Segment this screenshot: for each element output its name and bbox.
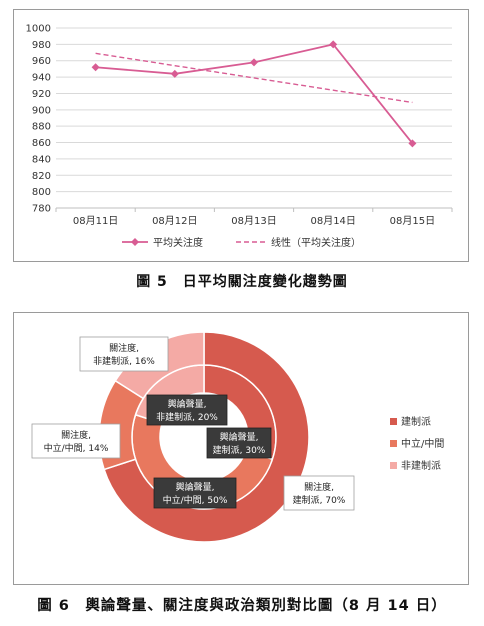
legend-swatch xyxy=(390,418,397,425)
outer-callout-box xyxy=(79,336,169,372)
data-point-marker xyxy=(170,69,179,78)
legend-label: 非建制派 xyxy=(401,459,441,472)
figure-6-caption: 圖 6 輿論聲量、關注度與政治類別對比圖（8 月 14 日） xyxy=(37,598,447,614)
line-chart: 780 800 820 840 860 880 900 920 940 960 980 1000 08月… xyxy=(26,24,453,249)
x-tick-label: 08月14日 xyxy=(310,215,355,227)
legend-swatch xyxy=(390,440,397,447)
donut-chart-panel: 輿論聲量, 建制派, 30% 輿論聲量, 中立/中間, 50% 輿論聲量, 非建制派, 2… xyxy=(13,312,469,585)
data-label-line2: 中立/中間, 50% xyxy=(163,494,228,506)
legend-marker-average-attention xyxy=(131,238,139,246)
y-tick-label: 940 xyxy=(32,73,51,84)
y-tick-label: 860 xyxy=(32,138,51,149)
x-tick-label: 08月13日 xyxy=(231,215,276,227)
outer-callout-box xyxy=(283,475,355,511)
data-label-line2: 建制派, 30% xyxy=(213,444,266,456)
y-tick-label: 880 xyxy=(32,122,51,133)
y-tick-label: 900 xyxy=(32,105,51,116)
donut-chart: 輿論聲量,建制派, 30%輿論聲量,中立/中間, 50%輿論聲量,非建制派, 2… xyxy=(31,331,444,543)
data-point-marker xyxy=(250,58,258,67)
legend-label: 建制派 xyxy=(401,415,431,428)
y-tick-label: 840 xyxy=(32,154,51,165)
data-label-line1: 關注度, xyxy=(109,342,139,354)
data-label-line2: 建制派, 70% xyxy=(293,494,346,506)
outer-callout-box xyxy=(31,423,121,459)
data-label-line2: 中立/中間, 14% xyxy=(44,442,109,454)
y-tick-label: 1000 xyxy=(26,24,51,35)
y-tick-label: 920 xyxy=(32,89,51,100)
y-tick-label: 800 xyxy=(32,187,51,198)
inner-callout-box xyxy=(206,427,272,459)
data-label-line1: 關注度, xyxy=(304,481,334,493)
data-label-line1: 輿論聲量, xyxy=(168,398,207,410)
legend-swatch xyxy=(390,462,397,469)
series-line-trend xyxy=(95,52,413,104)
legend-label: 中立/中間 xyxy=(401,437,444,450)
y-tick-label: 780 xyxy=(32,204,51,215)
x-tick-label: 08月12日 xyxy=(152,215,197,227)
outer-ring-slice-0 xyxy=(103,331,310,543)
data-label-line2: 非建制派, 20% xyxy=(156,411,218,423)
data-label-line2: 非建制派, 16% xyxy=(93,355,155,367)
legend-label-average-attention: 平均关注度 xyxy=(153,236,203,249)
inner-callout-box xyxy=(153,477,237,509)
data-point-marker xyxy=(408,139,417,148)
y-tick-label: 960 xyxy=(32,56,51,67)
data-label-line1: 輿論聲量, xyxy=(176,481,215,493)
legend-label-trend: 线性（平均关注度） xyxy=(271,236,361,249)
y-tick-label: 980 xyxy=(32,40,51,51)
y-tick-label: 820 xyxy=(32,171,51,182)
line-chart-panel: 780 800 820 840 860 880 900 920 940 960 980 1000 08月… xyxy=(13,9,469,262)
x-tick-label: 08月15日 xyxy=(390,215,435,227)
data-point-marker xyxy=(91,63,100,72)
inner-callout-box xyxy=(146,394,228,426)
x-tick-label: 08月11日 xyxy=(73,215,118,227)
data-label-line1: 關注度, xyxy=(61,429,91,441)
data-label-line1: 輿論聲量, xyxy=(220,431,259,443)
figure-5-caption: 圖 5 日平均關注度變化趨勢圖 xyxy=(136,274,348,290)
data-point-marker xyxy=(329,40,338,49)
